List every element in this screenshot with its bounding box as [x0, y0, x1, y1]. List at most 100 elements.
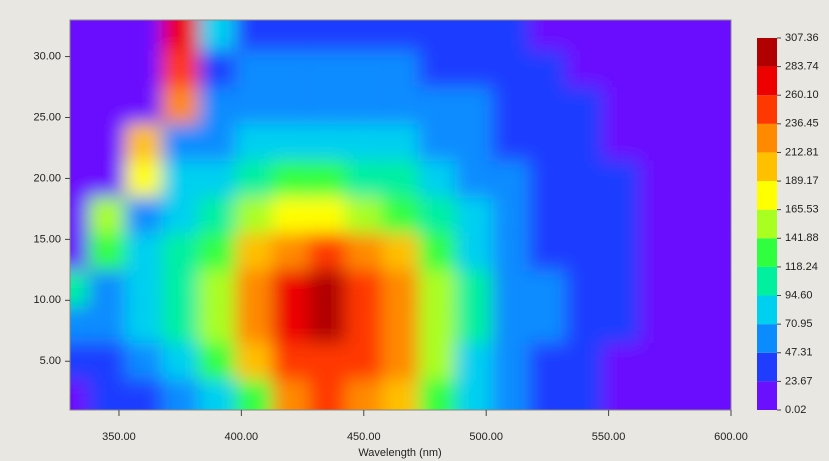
contour-cell — [88, 123, 126, 161]
contour-cell — [88, 160, 126, 197]
colorbar-band — [757, 181, 777, 210]
contour-cell — [529, 269, 566, 307]
contour-cell — [529, 87, 566, 124]
contour-cell — [271, 87, 309, 124]
contour-cell — [271, 20, 309, 51]
contour-cell — [639, 20, 676, 51]
contour-cell — [418, 233, 456, 270]
contour-cell — [418, 196, 456, 234]
contour-cell — [455, 269, 493, 307]
contour-cell — [382, 87, 419, 124]
contour-cell — [308, 306, 346, 343]
contour-cell — [198, 233, 236, 270]
contour-cell — [712, 306, 731, 343]
contour-cell — [235, 233, 272, 270]
contour-cell — [88, 196, 126, 234]
contour-cell — [125, 123, 162, 161]
colorbar-band — [757, 152, 777, 182]
contour-cell — [271, 379, 309, 410]
contour-cell — [125, 20, 162, 51]
contour-cell — [712, 50, 731, 88]
contour-cell — [712, 160, 731, 197]
contour-cell — [529, 379, 566, 410]
contour-cell — [639, 379, 676, 410]
contour-cell — [161, 342, 199, 380]
contour-cell — [382, 196, 419, 234]
colorbar-label: 260.10 — [785, 89, 819, 101]
colorbar-band — [757, 123, 777, 153]
y-tick-label: 10.00 — [33, 294, 61, 306]
colorbar-band — [757, 352, 777, 382]
contour-cell — [161, 269, 199, 307]
colorbar-label: 283.74 — [785, 60, 819, 72]
contour-cell — [675, 160, 713, 197]
contour-cell — [345, 379, 383, 410]
contour-cell — [345, 306, 383, 343]
contour-cell — [345, 20, 383, 51]
contour-cell — [161, 196, 199, 234]
contour-cell — [161, 233, 199, 270]
contour-cell — [345, 50, 383, 88]
contour-cell — [712, 87, 731, 124]
contour-cell — [198, 379, 236, 410]
contour-cell — [529, 342, 566, 380]
contour-cell — [345, 87, 383, 124]
contour-cell — [565, 87, 603, 124]
contour-cell — [712, 123, 731, 161]
colorbar-band — [757, 95, 777, 124]
contour-cell — [529, 233, 566, 270]
contour-cell — [565, 233, 603, 270]
contour-cell — [198, 50, 236, 88]
contour-cell — [88, 87, 126, 124]
contour-cell — [125, 50, 162, 88]
y-tick-label: 30.00 — [33, 50, 61, 62]
y-tick-label: 15.00 — [33, 233, 61, 245]
contour-cell — [492, 342, 530, 380]
contour-cell — [70, 87, 89, 124]
contour-cell — [675, 342, 713, 380]
contour-cell — [235, 160, 272, 197]
colorbar-band — [757, 381, 777, 410]
contour-cell — [70, 269, 89, 307]
contour-cell — [455, 233, 493, 270]
contour-cell — [271, 160, 309, 197]
contour-cell — [712, 379, 731, 410]
contour-cell — [345, 269, 383, 307]
contour-cell — [675, 87, 713, 124]
contour-cell — [125, 160, 162, 197]
contour-cell — [345, 233, 383, 270]
contour-cell — [125, 233, 162, 270]
contour-cell — [382, 50, 419, 88]
contour-cell — [675, 123, 713, 161]
colorbar-label: 94.60 — [785, 289, 813, 301]
contour-cell — [602, 233, 640, 270]
contour-area — [70, 20, 731, 410]
contour-cell — [161, 123, 199, 161]
contour-cell — [345, 342, 383, 380]
contour-cell — [125, 342, 162, 380]
contour-cell — [675, 379, 713, 410]
contour-cell — [70, 160, 89, 197]
contour-cell — [639, 342, 676, 380]
contour-cell — [418, 306, 456, 343]
colorbar-label: 0.02 — [785, 404, 806, 416]
contour-cell — [418, 87, 456, 124]
contour-cell — [271, 50, 309, 88]
contour-cell — [161, 50, 199, 88]
contour-cell — [345, 160, 383, 197]
contour-cell — [675, 233, 713, 270]
contour-cell — [198, 342, 236, 380]
contour-cell — [70, 342, 89, 380]
contour-cell — [345, 123, 383, 161]
x-tick-label: 550.00 — [592, 431, 626, 443]
contour-cell — [418, 269, 456, 307]
contour-cell — [88, 50, 126, 88]
colorbar-band — [757, 266, 777, 296]
contour-cell — [675, 196, 713, 234]
contour-cell — [198, 269, 236, 307]
contour-cell — [492, 306, 530, 343]
contour-cell — [382, 123, 419, 161]
contour-cell — [455, 123, 493, 161]
colorbar-band — [757, 209, 777, 239]
